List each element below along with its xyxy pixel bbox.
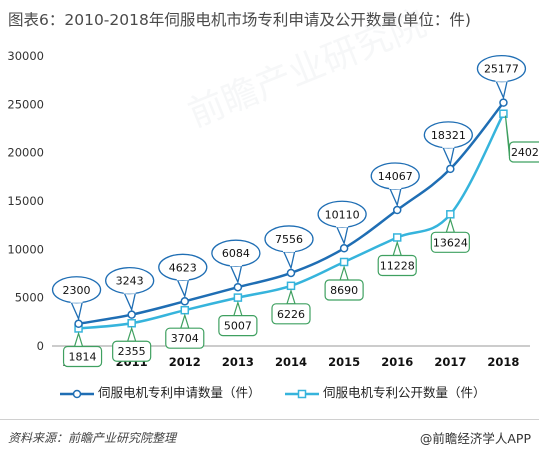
data-point-applications xyxy=(392,205,402,215)
callout-joint-mask xyxy=(283,247,295,252)
data-label-applications: 14067 xyxy=(378,170,413,183)
data-point-applications xyxy=(286,268,296,278)
chart-title: 图表6：2010-2018年伺服电机市场专利申请及公开数量(单位：件) xyxy=(8,11,471,29)
line-chart: 0500010000150002000025000300002010201120… xyxy=(7,49,539,369)
callout-box-publications xyxy=(377,254,417,277)
data-point-publications xyxy=(127,318,136,328)
data-label-publications: 8690 xyxy=(330,284,358,297)
legend-label-applications: 伺服电机专利申请数量（件） xyxy=(98,385,261,400)
callout-tail-publications xyxy=(73,331,84,348)
data-point-applications xyxy=(127,310,136,319)
data-point-publications xyxy=(233,293,243,302)
data-label-applications: 7556 xyxy=(275,233,303,246)
data-point-applications xyxy=(233,282,243,292)
legend-line-circle-icon xyxy=(60,389,94,398)
callout-tail-publications xyxy=(445,217,456,233)
x-tick-label: 2012 xyxy=(169,355,201,369)
callout-joint-mask xyxy=(495,77,508,82)
data-label-publications: 24028 xyxy=(511,146,539,159)
data-label-publications: 6226 xyxy=(277,308,305,321)
y-tick-label: 10000 xyxy=(7,242,44,256)
callout-joint-mask xyxy=(336,223,349,228)
data-point-publications xyxy=(180,305,190,315)
callout-box-publications xyxy=(430,231,470,253)
callout-box-publications xyxy=(112,340,152,362)
data-point-publications xyxy=(339,257,349,267)
callout-tail-applications xyxy=(228,263,243,285)
callout-joint-mask xyxy=(176,276,189,281)
data-point-publications xyxy=(286,281,296,291)
callout-tail-applications xyxy=(175,277,190,299)
callout-joint-mask xyxy=(389,185,402,190)
data-label-publications: 5007 xyxy=(224,320,252,333)
callout-box-publications xyxy=(508,141,539,163)
callout-box-publications xyxy=(62,345,103,368)
data-label-applications: 3243 xyxy=(116,275,144,288)
callout-tail-applications xyxy=(69,300,84,321)
legend-line-square-icon xyxy=(285,389,319,398)
callout-tail-publications xyxy=(126,326,137,342)
data-label-applications: 10110 xyxy=(325,208,360,221)
data-label-publications: 13624 xyxy=(433,236,468,249)
callout-tail-applications xyxy=(388,186,403,208)
footer: 资料来源：前瞻产业研究院整理 @前瞻经济学人APP xyxy=(0,419,539,450)
data-label-applications: 18321 xyxy=(431,129,466,142)
data-label-publications: 2355 xyxy=(118,345,146,358)
callout-box-publications xyxy=(324,279,364,301)
y-tick-label: 0 xyxy=(37,339,44,353)
callout-joint-mask xyxy=(123,289,136,294)
data-label-applications: 25177 xyxy=(484,63,519,76)
callout-box-publications xyxy=(218,314,258,337)
callout-joint-mask xyxy=(442,143,455,148)
y-tick-label: 25000 xyxy=(7,97,44,111)
data-point-applications xyxy=(339,244,349,253)
y-tick-label: 15000 xyxy=(7,194,44,208)
data-point-publications xyxy=(499,109,508,118)
data-label-publications: 1814 xyxy=(69,350,97,363)
y-tick-label: 5000 xyxy=(15,291,44,305)
callout-tail-publications xyxy=(286,288,296,305)
legend-label-publications: 伺服电机专利公开数量（件） xyxy=(323,385,486,400)
legend: 伺服电机专利申请数量（件） 伺服电机专利公开数量（件） xyxy=(0,378,539,402)
x-tick-label: 2014 xyxy=(275,355,307,369)
callout-box-publications xyxy=(165,327,205,349)
callout-tail-publications xyxy=(233,300,243,317)
data-label-applications: 6084 xyxy=(222,247,250,260)
legend-item-publications: 伺服电机专利公开数量（件） xyxy=(285,382,486,401)
callout-joint-mask xyxy=(229,262,242,267)
callout-box-publications xyxy=(271,303,311,325)
x-tick-label: 2016 xyxy=(381,355,413,369)
data-point-applications xyxy=(180,297,190,306)
series-line-applications xyxy=(78,101,505,325)
callout-tail-publications xyxy=(392,240,403,257)
data-point-publications xyxy=(446,210,455,219)
x-tick-label: 2015 xyxy=(328,355,360,369)
data-point-applications xyxy=(499,98,508,107)
callout-tail-applications xyxy=(494,78,509,100)
callout-tail-applications xyxy=(441,145,456,166)
data-label-applications: 2300 xyxy=(63,284,91,297)
x-tick-label: 2017 xyxy=(434,355,466,369)
callout-joint-mask xyxy=(70,298,83,303)
data-label-publications: 11228 xyxy=(380,259,415,272)
callout-tail-applications xyxy=(122,291,137,312)
legend-item-applications: 伺服电机专利申请数量（件） xyxy=(60,382,261,401)
data-point-applications xyxy=(446,164,455,174)
brand-label: @前瞻经济学人APP xyxy=(419,431,531,446)
source-note: 资料来源：前瞻产业研究院整理 xyxy=(8,431,177,445)
data-label-publications: 3704 xyxy=(171,332,199,345)
x-tick-label: 2013 xyxy=(222,355,254,369)
x-tick-label: 2018 xyxy=(487,355,519,369)
callout-tail-publications xyxy=(339,264,349,281)
data-label-applications: 4623 xyxy=(169,261,197,274)
y-tick-label: 20000 xyxy=(7,146,44,160)
callout-tail-applications xyxy=(335,224,349,246)
callout-tail-applications xyxy=(281,249,296,271)
data-point-publications xyxy=(392,233,402,242)
y-tick-label: 30000 xyxy=(7,49,44,63)
callout-tail-publications xyxy=(179,313,190,329)
data-point-applications xyxy=(74,319,83,329)
